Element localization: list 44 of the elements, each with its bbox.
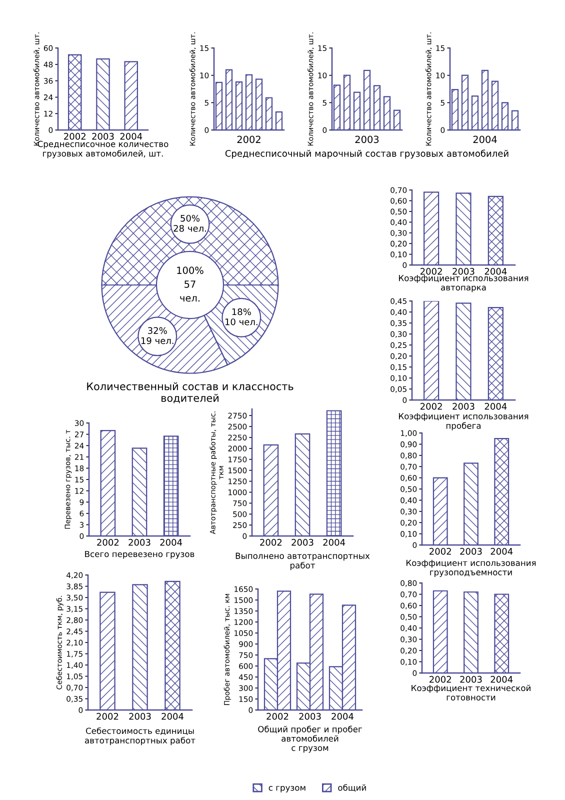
x-tick-label: 2002 bbox=[64, 132, 86, 140]
text: Всего перевезено грузов bbox=[85, 550, 194, 559]
x-tick-label: 2003 bbox=[128, 538, 150, 546]
x-tick-label: 2004 bbox=[332, 712, 354, 720]
text: Количественный состав и классность водителей bbox=[87, 382, 294, 404]
text: Коэффициент использования автопарка bbox=[399, 275, 528, 292]
x-tick-label: 2004 bbox=[490, 676, 513, 683]
x-tick-label: 2003 bbox=[460, 676, 482, 683]
text: Коэффициент использования пробега bbox=[399, 413, 528, 430]
x-tick-label: 2004 bbox=[162, 712, 184, 720]
legend-label: общий bbox=[338, 784, 366, 792]
legend-label: с грузом bbox=[268, 786, 306, 792]
x-tick-label: 2004 bbox=[120, 132, 142, 140]
text: Общий пробег и пробег автомобилей с грузом bbox=[258, 726, 362, 753]
text: Себестоимость единицы автотранспортных работ bbox=[84, 727, 196, 746]
x-tick-label: 2003 bbox=[452, 268, 474, 275]
data-label: 50% 28 чел. bbox=[174, 214, 206, 232]
text: Коэффициент использования грузоподъемности bbox=[406, 560, 536, 577]
x-tick-label: 2002 bbox=[420, 268, 442, 275]
x-tick-label: 2002 bbox=[97, 538, 119, 546]
x-tick-label: 2004 bbox=[160, 538, 182, 546]
x-tick-label: 2004 bbox=[484, 402, 507, 410]
x-tick-label: 2002 bbox=[260, 538, 282, 546]
x-tick-label: 2004 bbox=[490, 548, 513, 555]
x-tick-label: 2003 bbox=[452, 402, 474, 410]
x-tick-label: 2002 bbox=[266, 712, 288, 720]
text: 100% 57 чел. bbox=[177, 266, 204, 302]
data-label: 32% 19 чел. bbox=[141, 327, 174, 344]
x-tick-label: 2002 bbox=[430, 548, 451, 555]
text: Выполнено автотранспортных работ bbox=[236, 552, 370, 570]
text: Среднесписочный марочный состав грузовых автомобилей bbox=[225, 150, 508, 159]
x-tick-label: 2004 bbox=[484, 268, 507, 275]
x-tick-label: 2003 bbox=[129, 712, 151, 720]
text: Среднесписочное количество грузовых автомобилей, шт. bbox=[38, 140, 168, 158]
x-tick-label: 2002 bbox=[430, 676, 451, 683]
x-tick-label: 2002 bbox=[420, 402, 442, 410]
x-tick-label: 2003 bbox=[299, 712, 321, 720]
x-tick-label: 2002 bbox=[96, 712, 118, 720]
x-tick-label: 2003 bbox=[292, 538, 314, 546]
data-label: 18% 10 чел. bbox=[225, 308, 258, 326]
text: Коэффициент технической готовности bbox=[412, 684, 530, 700]
x-tick-label: 2004 bbox=[323, 538, 346, 546]
x-tick-label: 2003 bbox=[460, 548, 482, 555]
x-tick-label: 2003 bbox=[92, 132, 114, 140]
